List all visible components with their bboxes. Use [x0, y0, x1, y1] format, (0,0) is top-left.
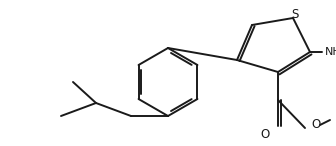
Text: O: O — [260, 128, 269, 141]
Text: S: S — [291, 7, 299, 20]
Text: O: O — [311, 119, 321, 132]
Text: NH₂: NH₂ — [325, 47, 336, 57]
